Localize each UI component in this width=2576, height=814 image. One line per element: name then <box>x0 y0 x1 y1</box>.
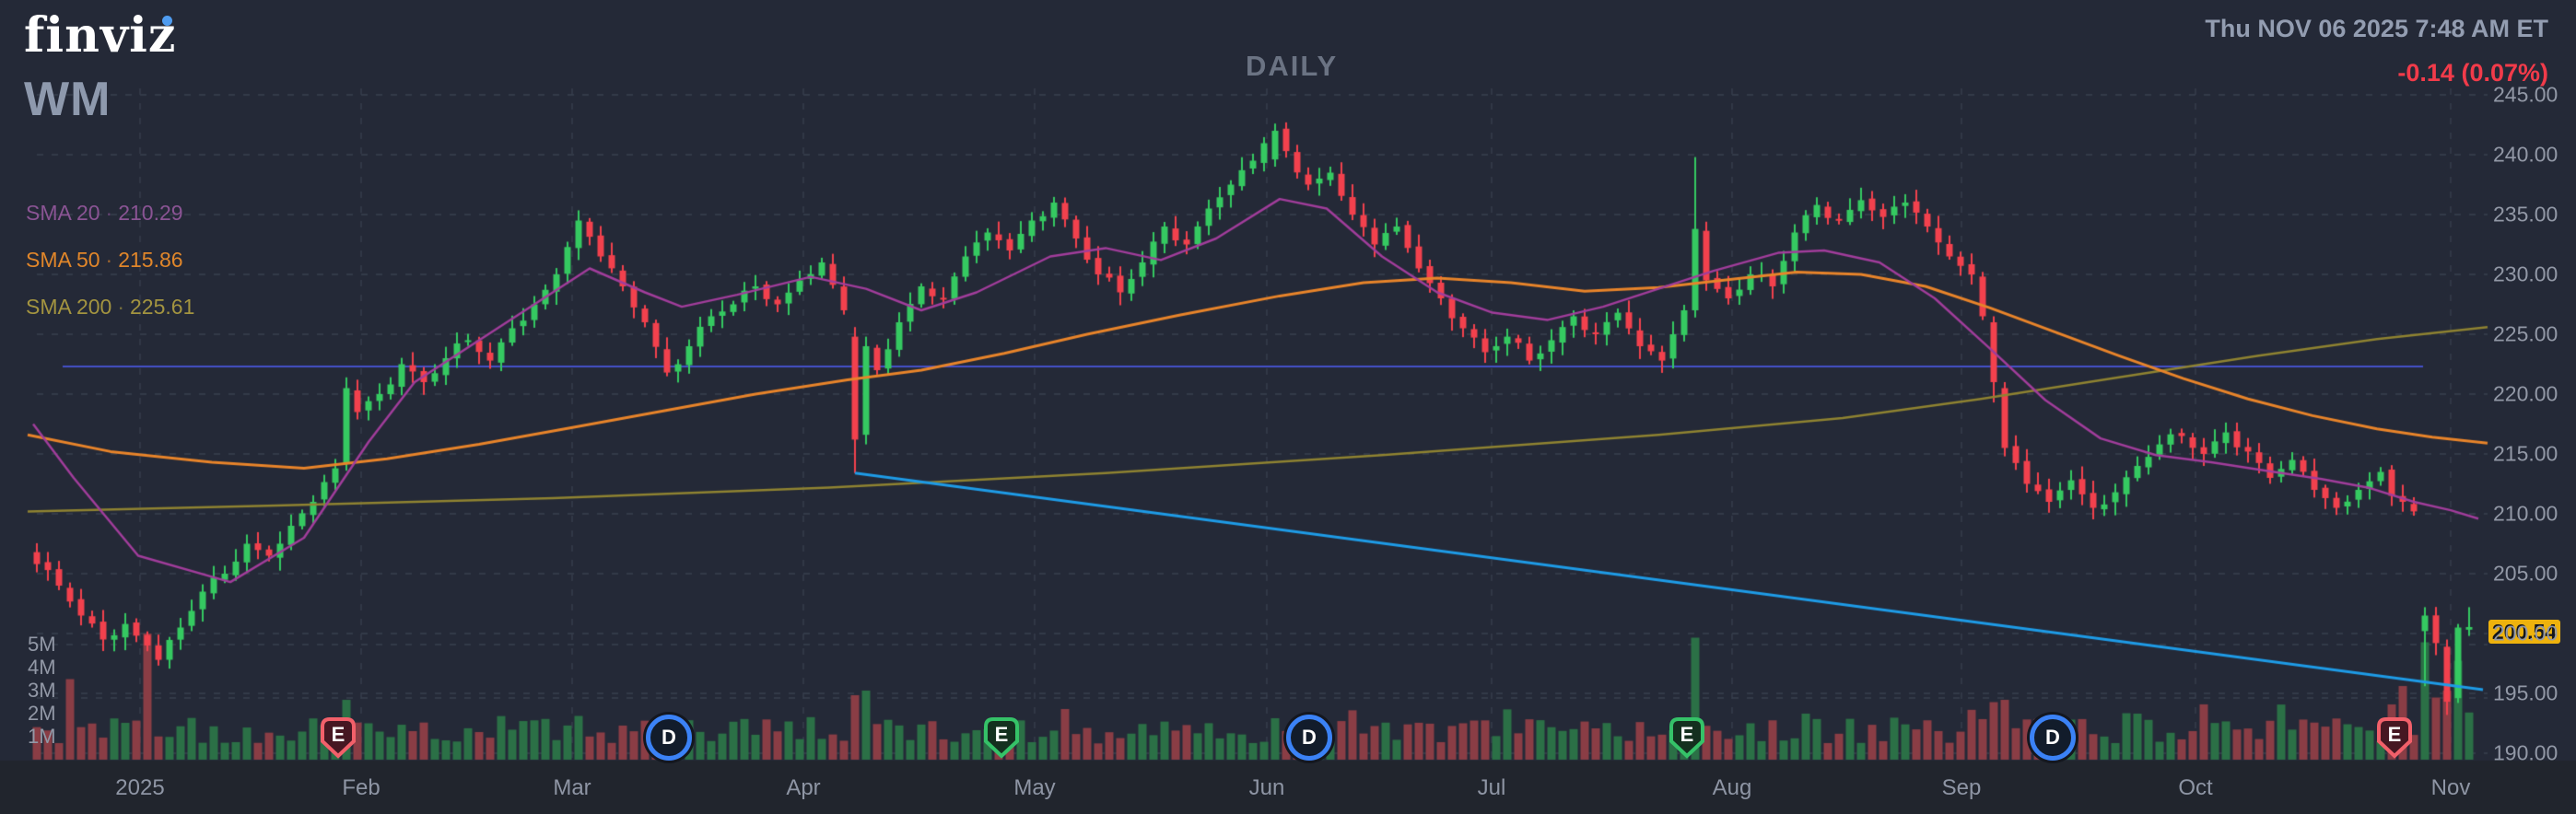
dividend-badge[interactable]: D <box>646 715 692 761</box>
svg-text:E: E <box>332 723 345 746</box>
price-axis-label: 240.00 <box>2493 142 2558 167</box>
month-axis-label: May <box>1013 775 1056 800</box>
volume-axis-label: 1M <box>28 725 56 748</box>
month-axis-label: Aug <box>1712 775 1752 800</box>
svg-text:E: E <box>1680 723 1694 746</box>
svg-text:E: E <box>2388 723 2402 746</box>
month-axis-label: Apr <box>786 775 821 800</box>
volume-axis-label: 3M <box>28 679 56 702</box>
price-axis-label: 220.00 <box>2493 381 2558 406</box>
price-axis-label: 205.00 <box>2493 561 2558 586</box>
earnings-badge[interactable]: E <box>2376 716 2413 759</box>
month-axis-label: Sep <box>1941 775 1982 800</box>
datetime-label: Thu NOV 06 2025 7:48 AM ET <box>2205 15 2548 42</box>
month-axis-label: Feb <box>342 775 381 800</box>
price-axis-label: 230.00 <box>2493 262 2558 286</box>
earnings-badge[interactable]: E <box>983 716 1020 759</box>
last-price-badge: 200.54 <box>2488 620 2560 644</box>
ticker-symbol: WM <box>24 73 111 126</box>
price-axis-label: 210.00 <box>2493 501 2558 526</box>
earnings-badge[interactable]: E <box>1669 716 1705 759</box>
volume-axis-label: 2M <box>28 702 56 725</box>
finviz-logo[interactable]: finviz <box>24 7 177 64</box>
month-axis-label: Mar <box>553 775 591 800</box>
finviz-logo-dot-icon <box>162 16 172 26</box>
month-axis-label: Oct <box>2178 775 2213 800</box>
price-axis-label: 195.00 <box>2493 680 2558 705</box>
price-axis-label: 225.00 <box>2493 321 2558 346</box>
price-axis-label: 200.00 <box>2493 621 2558 645</box>
dividend-badge[interactable]: D <box>2030 715 2076 761</box>
volume-axis-label: 5M <box>28 633 56 656</box>
price-axis-label: 245.00 <box>2493 82 2558 107</box>
price-change-label: -0.14 (0.07%) <box>2397 59 2548 87</box>
sma200-legend: SMA 200 · 225.61 <box>26 295 195 319</box>
volume-axis-label: 4M <box>28 656 56 679</box>
sma20-legend: SMA 20 · 210.29 <box>26 201 183 225</box>
price-axis-label: 215.00 <box>2493 441 2558 466</box>
timeframe-label: DAILY <box>1246 50 1339 82</box>
svg-text:E: E <box>995 723 1009 746</box>
month-axis-label: 2025 <box>115 775 165 800</box>
dividend-badge[interactable]: D <box>1286 715 1332 761</box>
sma50-legend: SMA 50 · 215.86 <box>26 248 183 272</box>
price-axis-label: 190.00 <box>2493 740 2558 765</box>
month-axis-label: Jul <box>1477 775 1506 800</box>
month-axis-label: Nov <box>2430 775 2471 800</box>
price-axis-label: 235.00 <box>2493 202 2558 227</box>
month-axis-label: Jun <box>1248 775 1285 800</box>
earnings-badge[interactable]: E <box>320 716 357 759</box>
